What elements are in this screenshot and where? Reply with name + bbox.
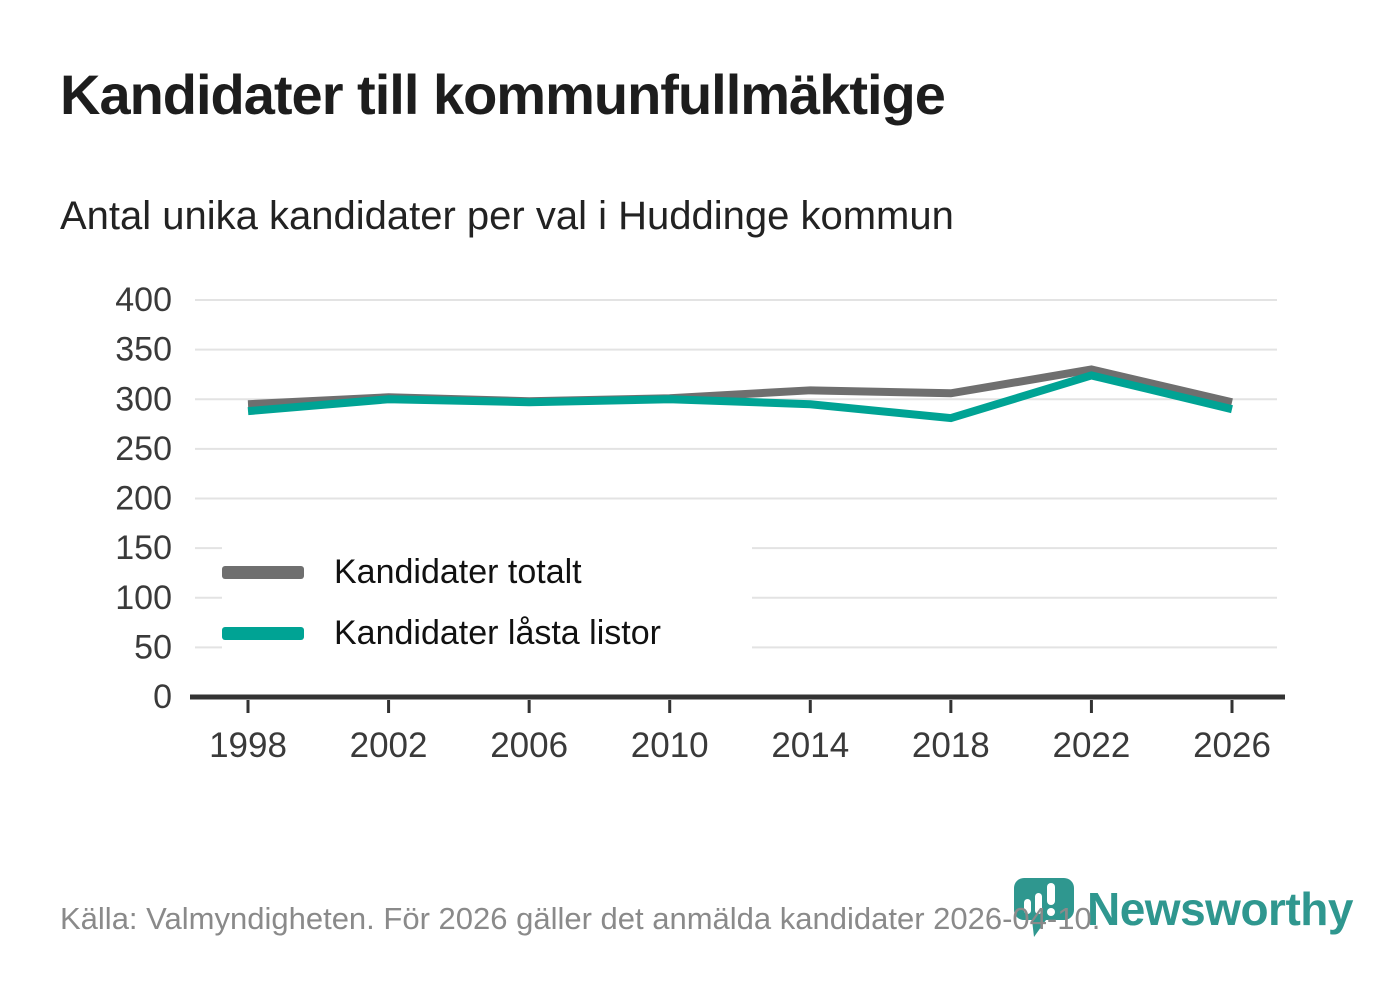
y-tick-label-400: 400 — [115, 281, 172, 319]
newsworthy-wordmark: Newsworthy — [1087, 883, 1353, 935]
newsworthy-bubble-chart-icon — [1014, 878, 1074, 937]
x-tick-label-1998: 1998 — [209, 726, 287, 765]
y-tick-label-100: 100 — [115, 579, 172, 617]
y-tick-label-50: 50 — [134, 628, 172, 666]
series-line-locked — [247, 371, 1233, 423]
legend-swatch-total — [222, 566, 304, 579]
x-tick-label-2002: 2002 — [350, 726, 428, 765]
chart-legend: Kandidater totalt Kandidater låsta listo… — [222, 540, 752, 666]
x-tick-label-2022: 2022 — [1052, 726, 1130, 765]
bubble-shape — [1014, 878, 1074, 937]
exclamation-dot — [1047, 908, 1055, 916]
source-note: Källa: Valmyndigheten. För 2026 gäller d… — [60, 901, 1101, 936]
y-tick-label-350: 350 — [115, 331, 172, 369]
x-tick-label-2006: 2006 — [490, 726, 568, 765]
chart-subtitle: Antal unika kandidater per val i Hudding… — [60, 194, 954, 238]
legend-item-locked: Kandidater låsta listor — [222, 614, 752, 653]
legend-swatch-locked — [222, 627, 304, 640]
x-tick-label-2014: 2014 — [771, 726, 849, 765]
legend-label-total: Kandidater totalt — [334, 553, 582, 591]
page-title: Kandidater till kommunfullmäktige — [60, 63, 946, 126]
y-tick-label-250: 250 — [115, 430, 172, 468]
legend-item-total: Kandidater totalt — [222, 553, 752, 592]
bar-medium — [1035, 893, 1042, 914]
exclamation-bar — [1047, 883, 1055, 905]
y-tick-label-200: 200 — [115, 480, 172, 518]
x-tick-label-2010: 2010 — [631, 726, 709, 765]
bar-short — [1024, 899, 1031, 914]
y-tick-label-300: 300 — [115, 380, 172, 418]
legend-label-locked: Kandidater låsta listor — [334, 614, 661, 652]
y-tick-label-0: 0 — [153, 678, 172, 716]
y-tick-label-150: 150 — [115, 529, 172, 567]
x-tick-label-2026: 2026 — [1193, 726, 1271, 765]
x-tick-label-2018: 2018 — [912, 726, 990, 765]
